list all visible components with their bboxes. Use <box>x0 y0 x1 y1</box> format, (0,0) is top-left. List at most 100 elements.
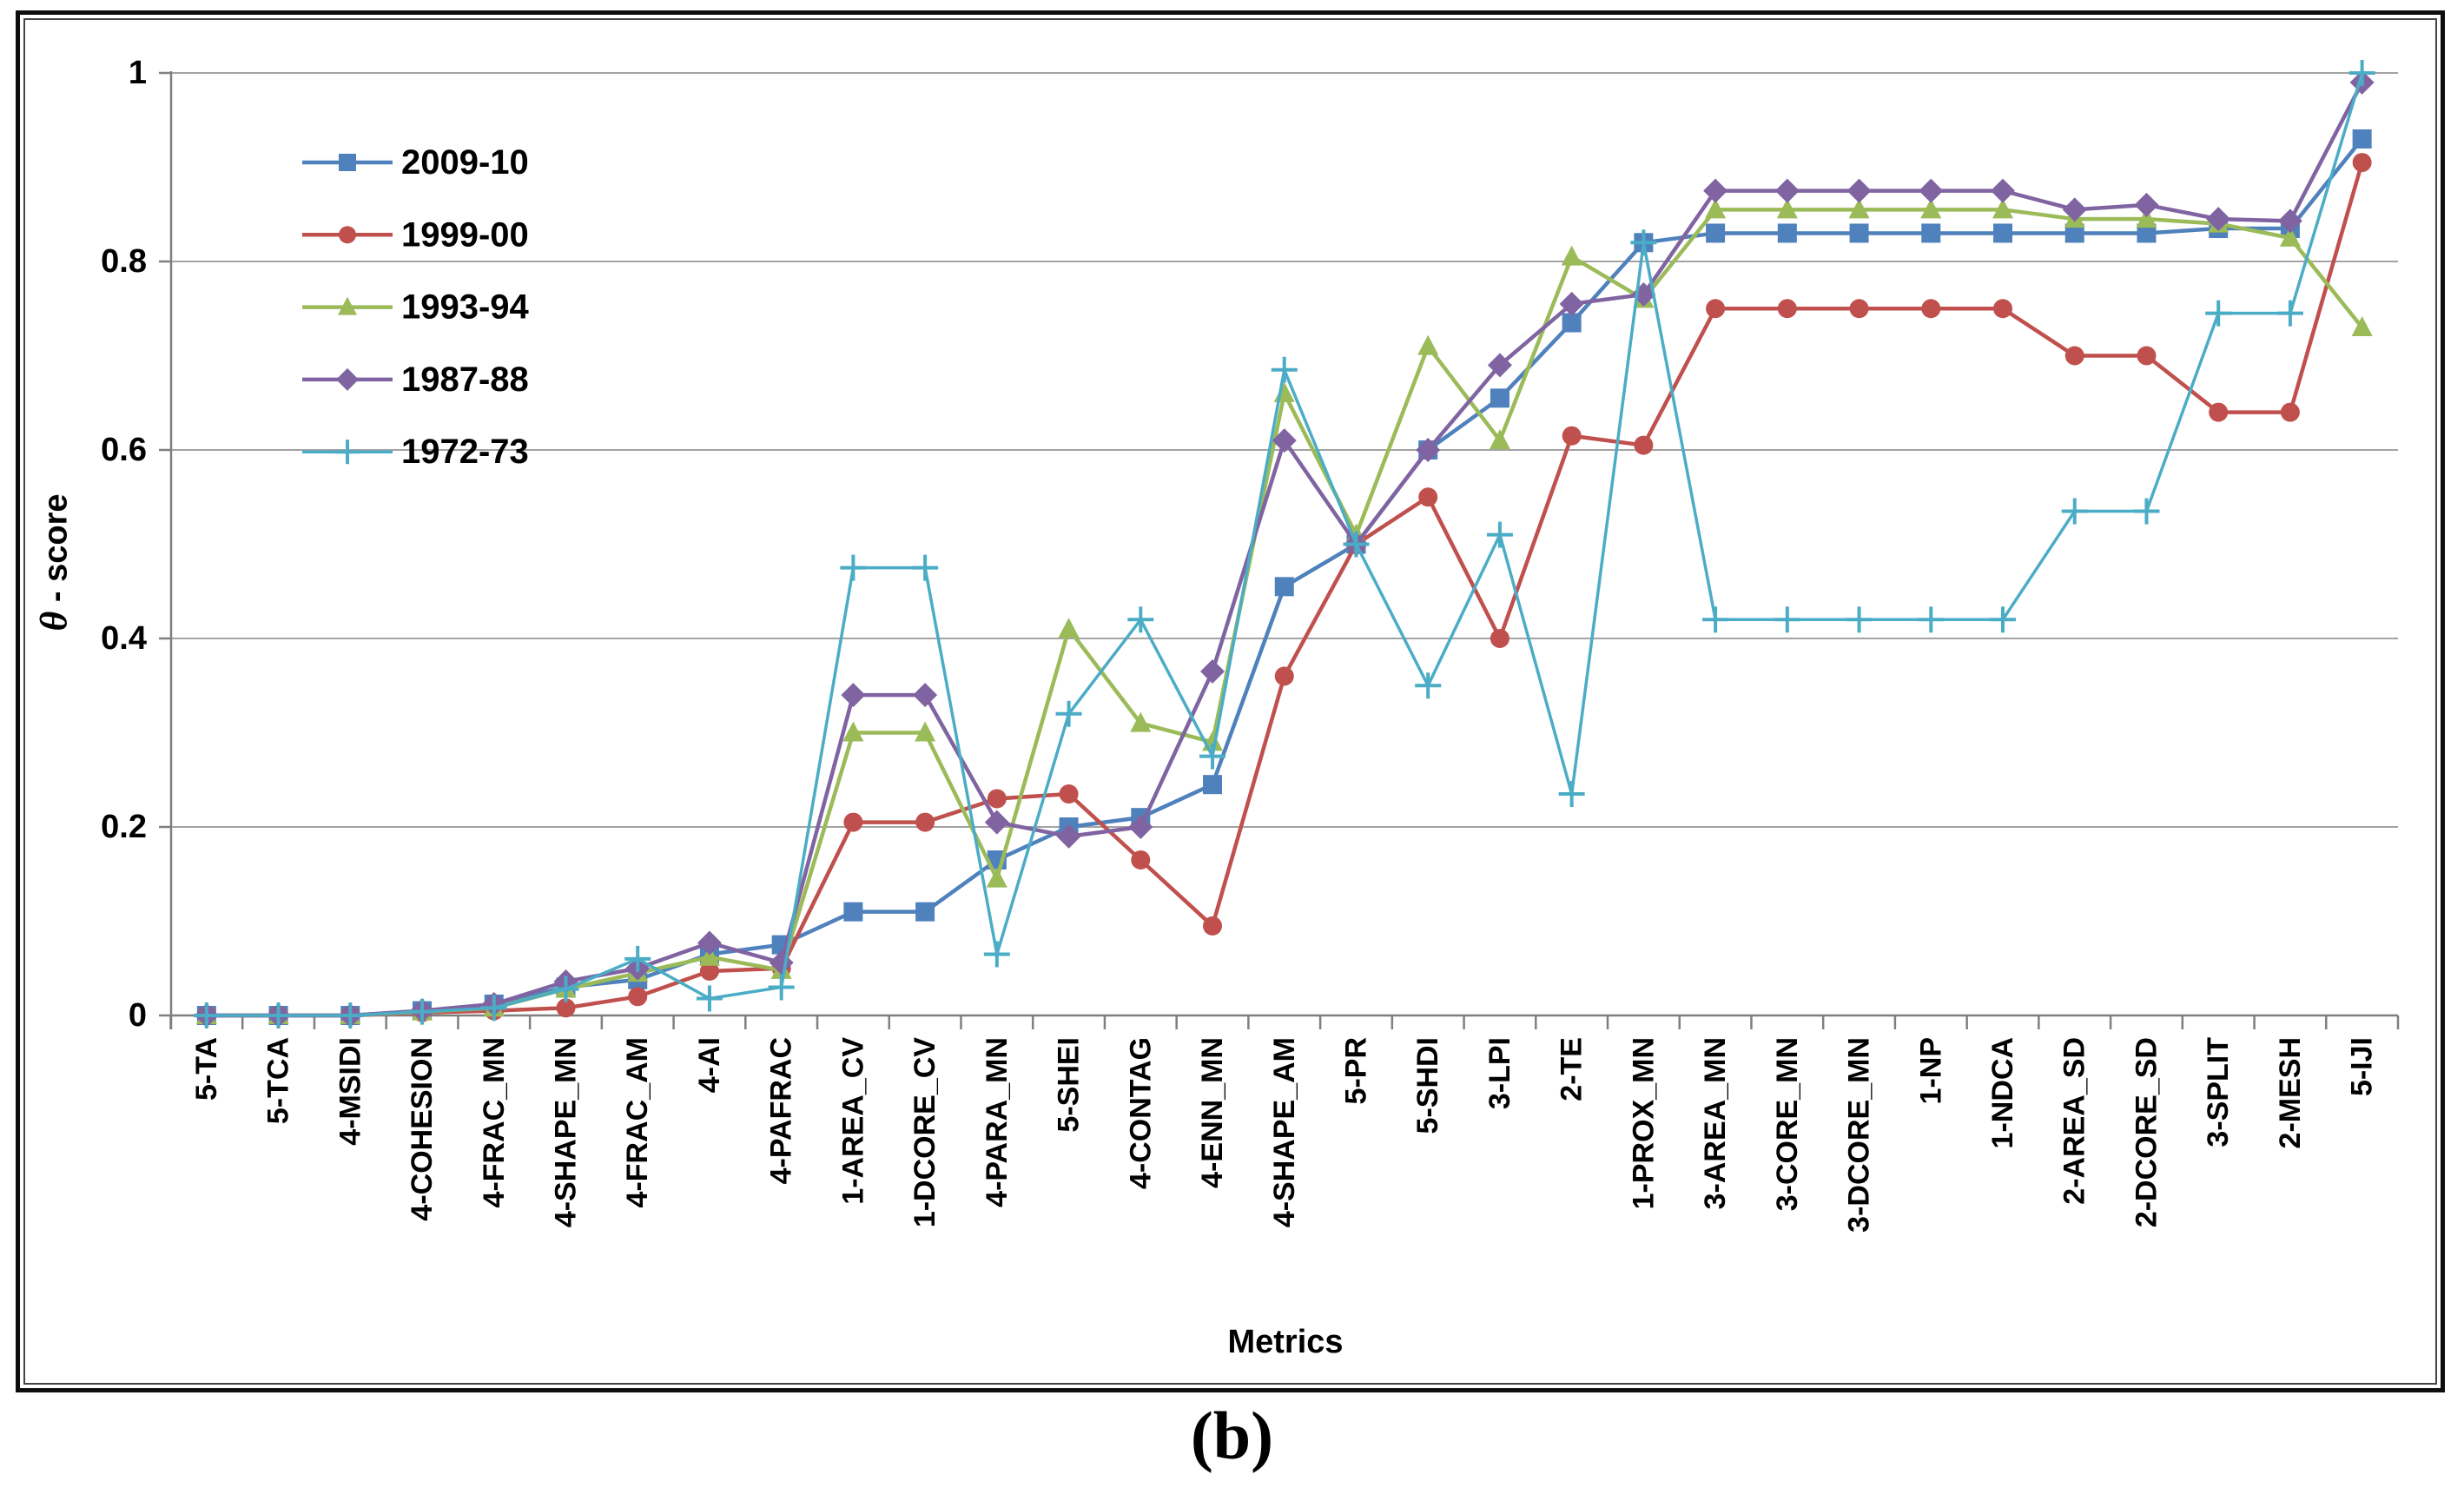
marker-square <box>843 902 863 922</box>
x-tick-label: 5-TA <box>190 1037 223 1101</box>
marker-circle <box>339 226 356 244</box>
x-tick-label: 4-MSIDI <box>334 1037 367 1146</box>
marker-diamond <box>1416 438 1441 462</box>
legend-label-1999-00: 1999-00 <box>401 215 529 254</box>
marker-circle <box>1921 299 1941 319</box>
marker-circle <box>843 812 863 832</box>
marker-triangle <box>2351 315 2373 336</box>
figure-frame <box>16 10 2445 1392</box>
figure-frame-inner-border <box>23 18 2437 1385</box>
y-tick-label: 0.2 <box>101 809 147 845</box>
y-tick-label: 0.4 <box>101 620 147 657</box>
x-tick-label: 2-MESH <box>2274 1037 2307 1148</box>
marker-diamond <box>1919 178 1944 203</box>
legend-label-1993-94: 1993-94 <box>401 288 530 327</box>
marker-square <box>1777 223 1797 243</box>
marker-triangle <box>1489 429 1510 450</box>
marker-circle <box>1274 666 1294 686</box>
x-tick-label: 3-LPI <box>1483 1037 1516 1109</box>
marker-circle <box>2064 346 2084 366</box>
marker-triangle <box>1992 198 2014 219</box>
marker-circle <box>1777 299 1797 319</box>
marker-diamond <box>1200 658 1225 684</box>
marker-diamond <box>1774 178 1800 203</box>
x-tick-label: 4-FRAC_AM <box>621 1037 654 1207</box>
legend-label-1972-73: 1972-73 <box>401 433 529 471</box>
x-tick-label: 5-SHEI <box>1053 1037 1086 1133</box>
marker-diamond <box>1272 428 1297 453</box>
x-tick-label: 2-AREA_SD <box>2058 1037 2091 1205</box>
marker-circle <box>1490 629 1509 648</box>
marker-square <box>2064 223 2084 243</box>
marker-diamond <box>1056 823 1081 849</box>
marker-square <box>1849 223 1869 243</box>
x-tick-label: 4-PAFRAC <box>765 1037 798 1184</box>
marker-triangle <box>1058 618 1080 638</box>
marker-triangle <box>1705 198 1727 219</box>
marker-circle <box>987 789 1007 809</box>
marker-circle <box>1634 435 1654 455</box>
series-line-1987-88 <box>206 81 2364 1018</box>
x-tick-label: 1-DCORE_CV <box>908 1037 941 1227</box>
x-tick-label: 1-NP <box>1914 1037 1947 1104</box>
x-tick-label: 3-DCORE_MN <box>1843 1037 1876 1233</box>
figure-caption: (b) <box>1190 1398 1274 1473</box>
marker-circle <box>915 812 935 832</box>
y-tick-label: 0 <box>129 997 147 1034</box>
marker-diamond <box>984 810 1009 835</box>
y-axis-title: θ - score <box>32 493 76 632</box>
marker-triangle <box>1848 198 1870 219</box>
x-tick-label: 4-CONTAG <box>1124 1037 1157 1189</box>
marker-triangle <box>915 721 936 742</box>
marker-triangle <box>842 721 864 742</box>
x-tick-label: 4-SHAPE_MN <box>549 1037 582 1227</box>
x-tick-label: 2-TE <box>1556 1037 1589 1101</box>
legend-label-1987-88: 1987-88 <box>401 360 529 399</box>
marker-diamond <box>2062 197 2087 222</box>
marker-square <box>339 154 356 171</box>
marker-square <box>1490 388 1509 408</box>
marker-diamond <box>2277 208 2302 234</box>
y-tick-label: 0.6 <box>101 432 147 468</box>
marker-triangle <box>698 945 720 966</box>
marker-triangle <box>1130 711 1152 732</box>
x-tick-label: 5-SHDI <box>1411 1037 1444 1134</box>
legend-label-2009-10: 2009-10 <box>401 143 529 182</box>
marker-circle <box>1849 299 1869 319</box>
marker-triangle <box>2136 208 2157 228</box>
marker-circle <box>1993 299 2013 319</box>
marker-diamond <box>1846 178 1872 203</box>
marker-diamond <box>841 683 866 708</box>
marker-square <box>1274 577 1294 597</box>
marker-circle <box>556 998 576 1018</box>
x-tick-label: 5-IJI <box>2346 1037 2379 1096</box>
x-tick-label: 4-SHAPE_AM <box>1268 1037 1301 1227</box>
marker-circle <box>1706 299 1726 319</box>
marker-circle <box>1059 784 1079 804</box>
marker-circle <box>1418 487 1438 507</box>
marker-square <box>1562 313 1582 333</box>
marker-circle <box>2280 402 2300 422</box>
marker-circle <box>1562 426 1582 446</box>
x-tick-label: 3-CORE_MN <box>1771 1037 1804 1211</box>
marker-circle <box>2352 153 2372 173</box>
x-tick-label: 2-DCORE_SD <box>2130 1037 2163 1227</box>
marker-circle <box>699 962 719 982</box>
marker-square <box>1993 223 2013 243</box>
marker-square <box>2137 223 2157 243</box>
x-tick-label: 1-PROX_MN <box>1627 1037 1660 1209</box>
x-tick-label: 1-NDCA <box>1986 1037 2019 1148</box>
x-tick-label: 1-AREA_CV <box>836 1037 869 1205</box>
marker-circle <box>628 987 648 1007</box>
marker-circle <box>1131 850 1151 870</box>
marker-triangle <box>2279 226 2301 247</box>
x-tick-label: 3-AREA_MN <box>1699 1037 1732 1209</box>
x-tick-label: 4-COHESION <box>406 1037 439 1221</box>
marker-diamond <box>1128 815 1153 839</box>
x-tick-label: 5-PR <box>1339 1037 1372 1104</box>
x-tick-label: 4-ENN_MN <box>1196 1037 1229 1188</box>
marker-diamond <box>336 367 359 391</box>
marker-triangle <box>1417 334 1439 355</box>
